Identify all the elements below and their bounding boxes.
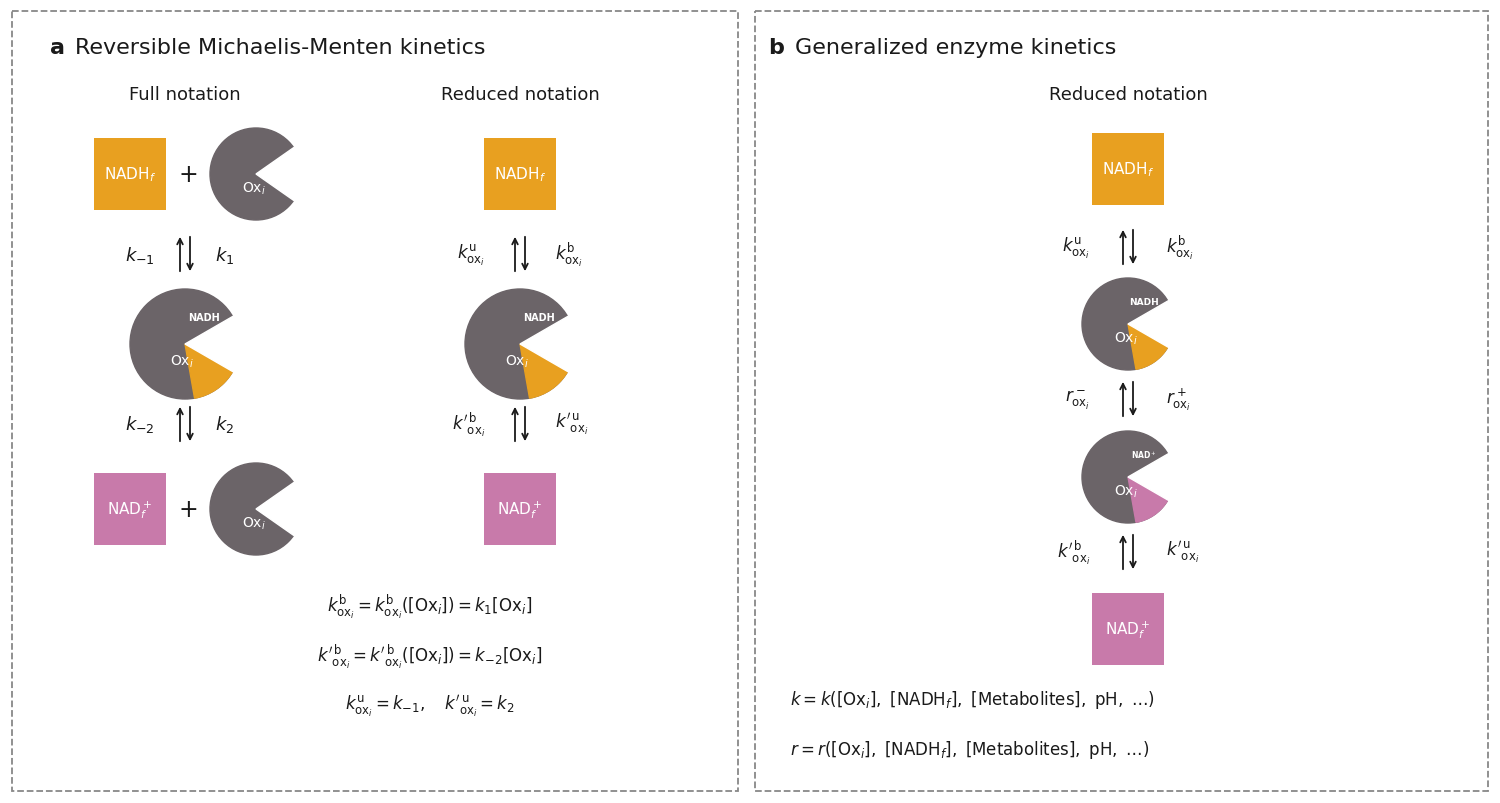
Text: $k^\mathrm{b}_{\mathrm{ox}_i}$: $k^\mathrm{b}_{\mathrm{ox}_i}$	[1166, 234, 1194, 262]
Text: $k'^{\,\mathrm{b}}_{\mathrm{ox}_i}$: $k'^{\,\mathrm{b}}_{\mathrm{ox}_i}$	[452, 410, 484, 438]
Text: $\mathrm{NADH}_f$: $\mathrm{NADH}_f$	[494, 165, 546, 184]
Text: Full notation: Full notation	[129, 86, 242, 104]
Circle shape	[1082, 279, 1174, 370]
Text: $k_{-2}$: $k_{-2}$	[126, 414, 154, 435]
Wedge shape	[1128, 300, 1176, 349]
Circle shape	[210, 128, 302, 221]
Text: $k_{-1}$: $k_{-1}$	[124, 244, 154, 265]
Wedge shape	[184, 316, 242, 373]
Text: Generalized enzyme kinetics: Generalized enzyme kinetics	[795, 38, 1116, 58]
Wedge shape	[1128, 478, 1168, 523]
Text: $\mathrm{NAD}^+_f$: $\mathrm{NAD}^+_f$	[1106, 618, 1150, 640]
Text: $\mathrm{Ox}_i$: $\mathrm{Ox}_i$	[1113, 483, 1137, 499]
Text: $\mathrm{Ox}_i$: $\mathrm{Ox}_i$	[242, 181, 266, 197]
Wedge shape	[256, 482, 304, 537]
Text: $k^\mathrm{u}_{\mathrm{ox}_i}$: $k^\mathrm{u}_{\mathrm{ox}_i}$	[458, 243, 484, 267]
Circle shape	[130, 290, 240, 400]
Wedge shape	[1128, 454, 1176, 501]
Text: $r^-_{\mathrm{ox}_i}$: $r^-_{\mathrm{ox}_i}$	[1065, 388, 1090, 411]
Text: $k^\mathrm{b}_{\mathrm{ox}_i}$: $k^\mathrm{b}_{\mathrm{ox}_i}$	[555, 241, 584, 269]
Text: Reduced notation: Reduced notation	[441, 86, 600, 104]
Circle shape	[465, 290, 574, 400]
Text: $k'^{\,\mathrm{u}}_{\mathrm{ox}_i}$: $k'^{\,\mathrm{u}}_{\mathrm{ox}_i}$	[555, 411, 588, 438]
Text: $\mathrm{Ox}_i$: $\mathrm{Ox}_i$	[506, 353, 530, 369]
Text: $k'^{\,\mathrm{b}}_{\mathrm{ox}_i} = k'^{\,\mathrm{b}}_{\mathrm{ox}_i}([\mathrm{: $k'^{\,\mathrm{b}}_{\mathrm{ox}_i} = k'^…	[316, 642, 543, 671]
Text: NADH: NADH	[1130, 298, 1158, 307]
Text: Reduced notation: Reduced notation	[1048, 86, 1208, 104]
Text: $r^+_{\mathrm{ox}_i}$: $r^+_{\mathrm{ox}_i}$	[1166, 386, 1191, 413]
Text: $k = k([\mathrm{Ox}_i],\ [\mathrm{NADH}_f],\ [\mathrm{Metabolites}],\ \mathrm{pH: $k = k([\mathrm{Ox}_i],\ [\mathrm{NADH}_…	[790, 688, 1155, 710]
FancyBboxPatch shape	[94, 139, 166, 210]
Text: a: a	[50, 38, 64, 58]
Text: $\mathrm{NAD}^+_f$: $\mathrm{NAD}^+_f$	[106, 499, 153, 520]
FancyBboxPatch shape	[1092, 134, 1164, 206]
Text: $k_1$: $k_1$	[214, 244, 234, 265]
Text: $\mathrm{NAD}^+_f$: $\mathrm{NAD}^+_f$	[496, 499, 543, 520]
Text: $k_2$: $k_2$	[214, 414, 234, 435]
Text: $r = r([\mathrm{Ox}_i],\ [\mathrm{NADH}_f],\ [\mathrm{Metabolites}],\ \mathrm{pH: $r = r([\mathrm{Ox}_i],\ [\mathrm{NADH}_…	[790, 738, 1149, 760]
FancyBboxPatch shape	[484, 139, 556, 210]
Text: NADH: NADH	[524, 312, 555, 323]
Wedge shape	[520, 344, 567, 398]
Text: NADH: NADH	[188, 312, 220, 323]
Circle shape	[1082, 431, 1174, 524]
Circle shape	[210, 463, 302, 556]
Text: $k^\mathrm{u}_{\mathrm{ox}_i} = k_{-1},\quad k'^{\,\mathrm{u}}_{\mathrm{ox}_i} =: $k^\mathrm{u}_{\mathrm{ox}_i} = k_{-1},\…	[345, 693, 514, 719]
Text: Reversible Michaelis-Menten kinetics: Reversible Michaelis-Menten kinetics	[75, 38, 486, 58]
Text: $\mathrm{Ox}_i$: $\mathrm{Ox}_i$	[1113, 330, 1137, 347]
Text: $k'^{\,\mathrm{b}}_{\mathrm{ox}_i}$: $k'^{\,\mathrm{b}}_{\mathrm{ox}_i}$	[1058, 538, 1090, 566]
FancyBboxPatch shape	[1092, 593, 1164, 665]
Text: NAD$^+$: NAD$^+$	[1131, 449, 1156, 461]
FancyBboxPatch shape	[94, 474, 166, 545]
Text: +: +	[178, 163, 198, 187]
Bar	[754, 12, 1488, 791]
Text: $\mathrm{Ox}_i$: $\mathrm{Ox}_i$	[242, 515, 266, 532]
Text: $\mathrm{NADH}_f$: $\mathrm{NADH}_f$	[104, 165, 156, 184]
Text: b: b	[768, 38, 784, 58]
Bar	[12, 12, 738, 791]
Wedge shape	[184, 344, 232, 398]
Text: $\mathrm{NADH}_f$: $\mathrm{NADH}_f$	[1102, 161, 1154, 179]
Text: +: +	[178, 497, 198, 521]
Wedge shape	[256, 147, 304, 202]
Text: $k'^{\,\mathrm{u}}_{\mathrm{ox}_i}$: $k'^{\,\mathrm{u}}_{\mathrm{ox}_i}$	[1166, 540, 1198, 565]
Text: $k^\mathrm{u}_{\mathrm{ox}_i}$: $k^\mathrm{u}_{\mathrm{ox}_i}$	[1062, 235, 1090, 260]
Text: $k^\mathrm{b}_{\mathrm{ox}_i} = k^\mathrm{b}_{\mathrm{ox}_i}([\mathrm{Ox}_i]) = : $k^\mathrm{b}_{\mathrm{ox}_i} = k^\mathr…	[327, 592, 532, 621]
Wedge shape	[520, 316, 578, 373]
FancyBboxPatch shape	[484, 474, 556, 545]
Wedge shape	[1128, 324, 1168, 370]
Text: $\mathrm{Ox}_i$: $\mathrm{Ox}_i$	[171, 353, 194, 369]
